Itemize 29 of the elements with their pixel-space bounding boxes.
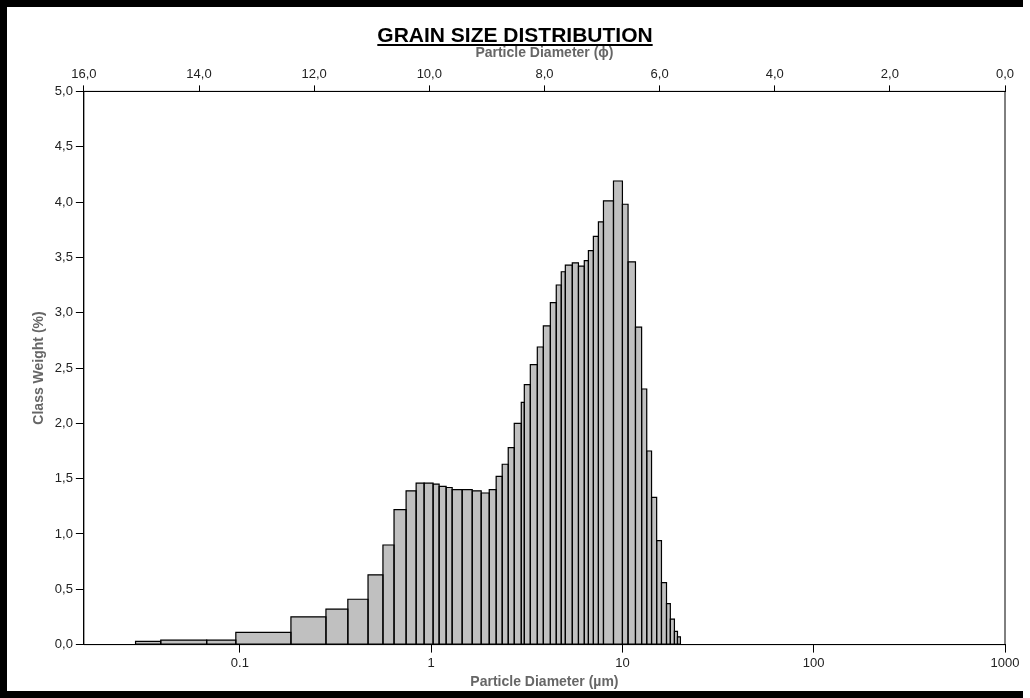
y-tick-label: 4,5 bbox=[54, 138, 73, 154]
x2-tick-label: 10,0 bbox=[416, 66, 442, 82]
y-tick-label: 1,0 bbox=[54, 525, 73, 541]
y-axis-title: Class Weight (%) bbox=[30, 311, 47, 425]
x2-tick-label: 6,0 bbox=[650, 66, 669, 82]
x2-tick-label: 0,0 bbox=[995, 66, 1015, 82]
y-tick-label: 3,0 bbox=[54, 304, 73, 320]
y-tick-label: 5,0 bbox=[54, 82, 73, 98]
x2-tick-label: 4,0 bbox=[765, 66, 784, 82]
x-tick-label: 100 bbox=[802, 654, 825, 670]
x-tick-label: 1000 bbox=[990, 654, 1020, 670]
y-tick-label: 0,5 bbox=[54, 580, 73, 596]
x2-tick-label: 2,0 bbox=[880, 66, 899, 82]
y-tick-label: 2,0 bbox=[54, 414, 73, 430]
y-tick-label: 1,5 bbox=[54, 470, 73, 486]
y-tick-label: 3,5 bbox=[54, 248, 73, 264]
x2-axis-title: Particle Diameter (ϕ) bbox=[475, 44, 614, 61]
y-tick-label: 0,0 bbox=[54, 636, 73, 652]
x-axis-title: Particle Diameter (µm) bbox=[470, 673, 619, 690]
y-tick-label: 4,0 bbox=[54, 193, 73, 209]
x2-tick-label: 14,0 bbox=[186, 66, 212, 82]
x-tick-label: 10 bbox=[615, 654, 630, 670]
chart-title: GRAIN SIZE DISTRIBUTION bbox=[376, 23, 654, 46]
x2-tick-label: 16,0 bbox=[71, 66, 97, 82]
x2-tick-label: 12,0 bbox=[301, 66, 327, 82]
x-tick-label: 1 bbox=[427, 654, 435, 670]
y-tick-label: 2,5 bbox=[54, 359, 73, 375]
x2-tick-label: 8,0 bbox=[535, 66, 554, 82]
x-tick-label: 0.1 bbox=[230, 654, 249, 670]
